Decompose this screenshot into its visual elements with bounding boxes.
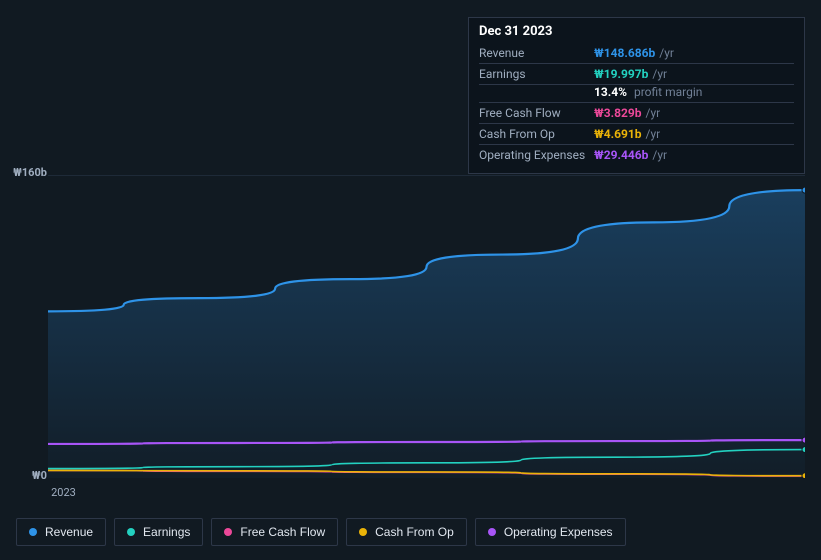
legend-item-fcf[interactable]: Free Cash Flow [211,518,338,546]
chart-area [48,175,805,478]
tooltip-row: Free Cash Flow₩3.829b/yr [479,103,794,124]
legend-label: Revenue [45,525,93,539]
legend-label: Free Cash Flow [240,525,325,539]
dashboard-root: Dec 31 2023 Revenue₩148.686b/yrEarnings₩… [0,0,821,560]
legend-item-earnings[interactable]: Earnings [114,518,203,546]
legend-dot-icon [29,528,37,536]
legend-item-revenue[interactable]: Revenue [16,518,106,546]
series-end-marker-opex [802,437,805,443]
tooltip-row: Operating Expenses₩29.446b/yr [479,145,794,166]
tooltip-row-label: Earnings [479,64,594,85]
series-end-marker-revenue [802,187,805,193]
tooltip-row-value: ₩4.691b/yr [594,124,794,145]
legend: Revenue Earnings Free Cash Flow Cash From O… [16,518,626,546]
tooltip-row: Earnings₩19.997b/yr [479,64,794,85]
tooltip-row-value: ₩3.829b/yr [594,103,794,124]
tooltip-row-value: ₩148.686b/yr [594,43,794,64]
legend-dot-icon [127,528,135,536]
tooltip-table: Revenue₩148.686b/yrEarnings₩19.997b/yr 1… [479,43,794,165]
x-axis-label: 2023 [51,486,76,499]
tooltip-subrow: 13.4% profit margin [479,85,794,103]
tooltip-date: Dec 31 2023 [479,24,794,39]
legend-dot-icon [488,528,496,536]
y-axis-label: ₩160b [13,166,47,179]
tooltip-row-value: ₩19.997b/yr [594,64,794,85]
tooltip-row-label: Free Cash Flow [479,103,594,124]
tooltip-row-label: Cash From Op [479,124,594,145]
tooltip-row-value: ₩29.446b/yr [594,145,794,166]
tooltip-row: Revenue₩148.686b/yr [479,43,794,64]
legend-dot-icon [359,528,367,536]
series-end-marker-cashop [802,473,805,478]
legend-label: Cash From Op [375,525,454,539]
legend-item-opex[interactable]: Operating Expenses [475,518,626,546]
legend-label: Operating Expenses [504,525,613,539]
tooltip-row: Cash From Op₩4.691b/yr [479,124,794,145]
legend-label: Earnings [143,525,190,539]
tooltip-row-label: Operating Expenses [479,145,594,166]
tooltip-row-label: Revenue [479,43,594,64]
legend-item-cashop[interactable]: Cash From Op [346,518,467,546]
series-end-marker-earnings [802,447,805,453]
legend-dot-icon [224,528,232,536]
data-tooltip: Dec 31 2023 Revenue₩148.686b/yrEarnings₩… [468,17,805,174]
y-axis-label: ₩0 [32,469,47,482]
series-area-revenue [48,190,805,478]
chart-svg [48,175,805,478]
